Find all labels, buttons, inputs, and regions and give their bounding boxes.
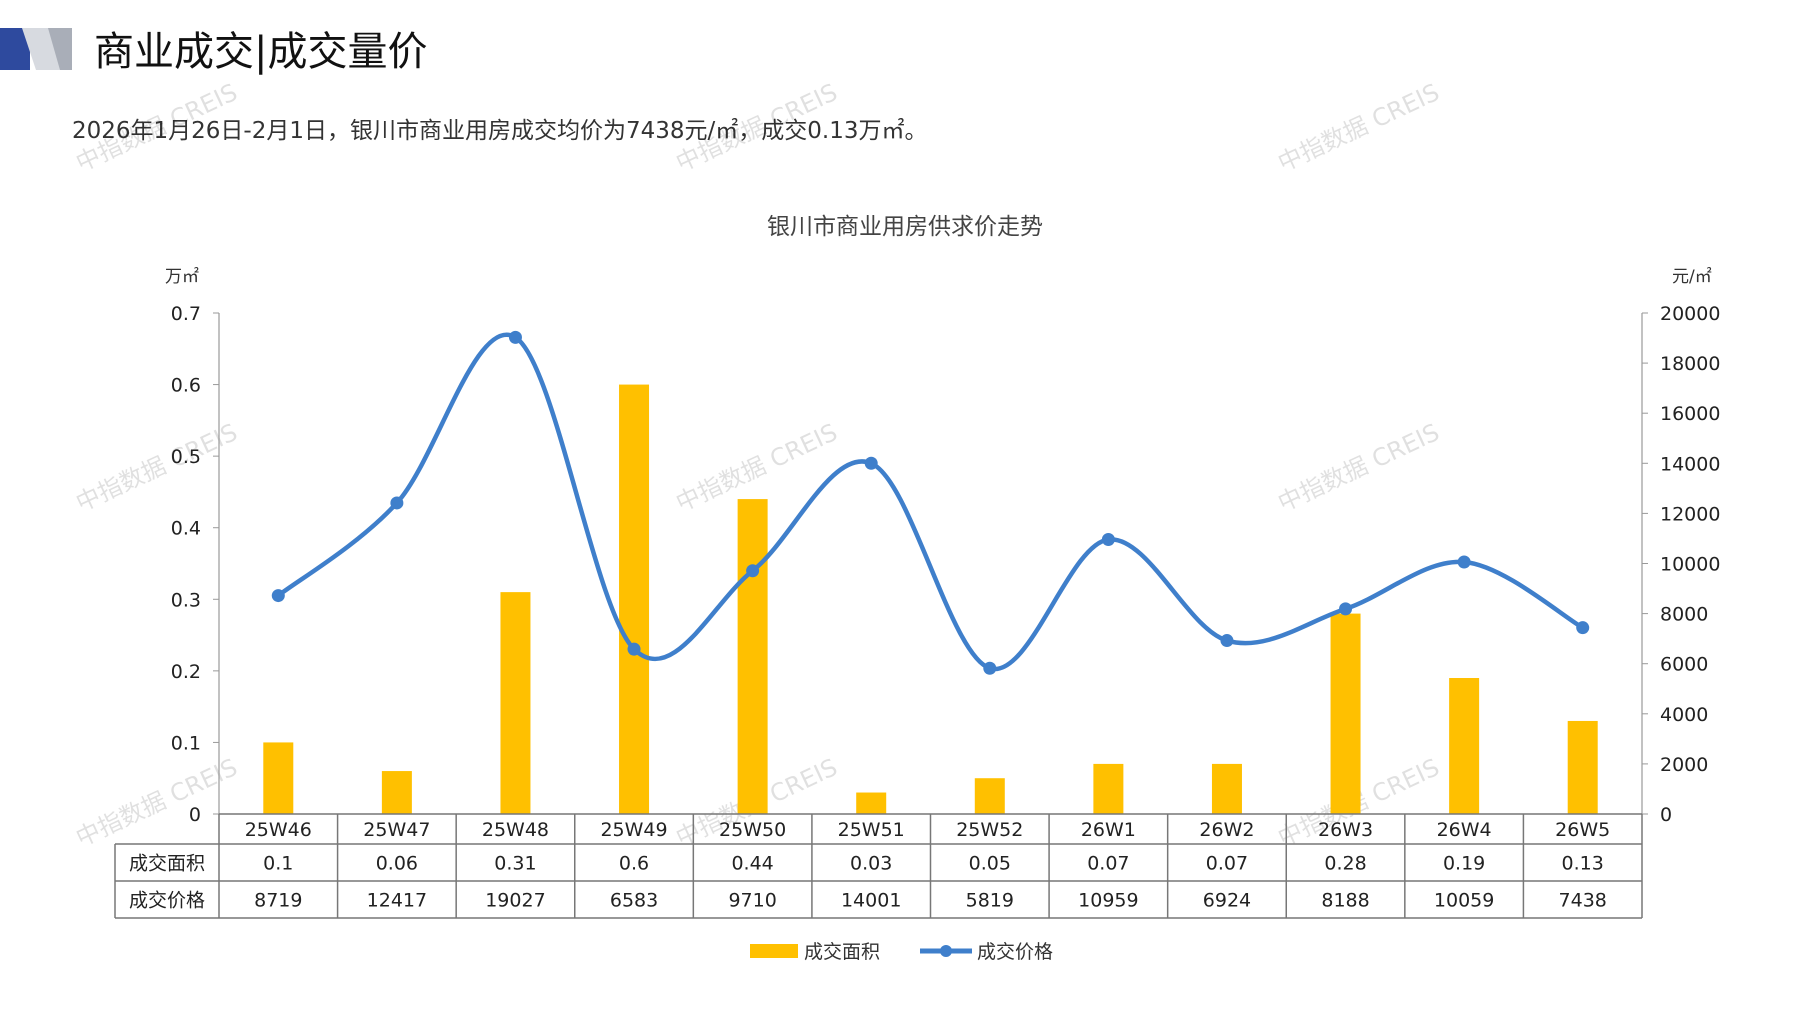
watermark-text: 中指数据 CREIS	[1274, 418, 1444, 517]
table-cell: 12417	[367, 890, 427, 912]
table-cell: 8188	[1321, 890, 1369, 912]
table-row-header: 成交面积	[129, 853, 205, 875]
category-label: 26W5	[1555, 819, 1610, 841]
right-tick-label: 0	[1660, 804, 1672, 826]
category-label: 26W3	[1318, 819, 1373, 841]
bar-25W47	[381, 771, 412, 814]
legend-line-marker	[940, 945, 952, 957]
watermark-text: 中指数据 CREIS	[72, 418, 242, 517]
table-cell: 0.07	[1206, 853, 1248, 875]
legend-bar-swatch	[750, 944, 798, 958]
category-label: 26W2	[1199, 819, 1254, 841]
category-label: 25W52	[956, 819, 1023, 841]
table-cell: 0.28	[1324, 853, 1366, 875]
table-cell: 10059	[1434, 890, 1494, 912]
price-point-25W52	[983, 661, 997, 675]
category-label: 25W46	[245, 819, 312, 841]
table-cell: 6583	[610, 890, 658, 912]
bar-25W46	[263, 742, 294, 814]
table-cell: 0.31	[494, 853, 536, 875]
table-row-header: 成交价格	[129, 890, 205, 912]
table-cell: 0.07	[1087, 853, 1129, 875]
left-tick-label: 0.3	[171, 589, 201, 611]
price-point-25W51	[864, 456, 878, 470]
left-axis-unit: 万㎡	[165, 267, 199, 287]
left-tick-label: 0	[189, 804, 201, 826]
category-label: 26W1	[1081, 819, 1136, 841]
right-tick-label: 4000	[1660, 704, 1708, 726]
table-cell: 0.03	[850, 853, 892, 875]
table-cell: 14001	[841, 890, 901, 912]
bar-25W51	[856, 792, 887, 814]
table-cell: 0.19	[1443, 853, 1485, 875]
left-tick-label: 0.7	[171, 303, 201, 325]
table-cell: 19027	[485, 890, 545, 912]
table-cell: 8719	[254, 890, 302, 912]
bar-26W1	[1093, 763, 1124, 814]
bar-26W4	[1449, 678, 1480, 814]
bar-25W50	[737, 499, 768, 814]
bar-26W5	[1567, 720, 1598, 814]
table-cell: 0.06	[376, 853, 418, 875]
bar-26W2	[1211, 763, 1242, 814]
price-point-25W47	[390, 496, 404, 510]
price-line	[276, 332, 1584, 672]
right-tick-label: 6000	[1660, 654, 1708, 676]
price-point-25W46	[271, 589, 285, 603]
left-tick-label: 0.4	[171, 518, 201, 540]
table-cell: 0.13	[1562, 853, 1604, 875]
right-tick-label: 10000	[1660, 554, 1720, 576]
left-tick-label: 0.2	[171, 661, 201, 683]
table-cell: 10959	[1078, 890, 1138, 912]
category-label: 25W48	[482, 819, 549, 841]
price-point-26W3	[1339, 602, 1353, 616]
legend: 成交面积 成交价格	[750, 941, 1053, 963]
price-point-25W49	[627, 642, 641, 656]
table-cell: 9710	[728, 890, 776, 912]
header-logo	[0, 28, 72, 70]
right-tick-label: 16000	[1660, 403, 1720, 425]
price-point-25W50	[746, 564, 760, 578]
table-cell: 5819	[966, 890, 1014, 912]
bar-25W48	[500, 592, 531, 814]
summary-text: 2026年1月26日-2月1日，银川市商业用房成交均价为7438元/㎡，成交0.…	[72, 118, 928, 144]
bar-25W52	[974, 778, 1005, 814]
right-tick-label: 20000	[1660, 303, 1720, 325]
bar-26W3	[1330, 613, 1361, 814]
table-cell: 0.44	[731, 853, 773, 875]
right-tick-label: 14000	[1660, 453, 1720, 475]
table-cell: 0.1	[263, 853, 293, 875]
price-point-25W48	[508, 330, 522, 344]
table-cell: 7438	[1559, 890, 1607, 912]
left-tick-label: 0.5	[171, 446, 201, 468]
bar-25W49	[619, 384, 650, 814]
table-cell: 0.6	[619, 853, 649, 875]
right-axis-unit: 元/㎡	[1672, 267, 1712, 287]
table-cell: 6924	[1203, 890, 1251, 912]
right-tick-label: 12000	[1660, 503, 1720, 525]
category-label: 25W49	[600, 819, 667, 841]
price-point-26W2	[1220, 634, 1234, 648]
category-label: 25W50	[719, 819, 786, 841]
chart-title: 银川市商业用房供求价走势	[767, 214, 1043, 240]
watermark-text: 中指数据 CREIS	[1274, 78, 1444, 177]
watermark-text: 中指数据 CREIS	[72, 753, 242, 852]
legend-line-label: 成交价格	[977, 941, 1053, 963]
left-tick-label: 0.1	[171, 732, 201, 754]
price-point-26W4	[1457, 555, 1471, 569]
table-cell: 0.05	[969, 853, 1011, 875]
left-tick-label: 0.6	[171, 375, 201, 397]
price-point-26W5	[1576, 621, 1590, 635]
category-label: 25W51	[838, 819, 905, 841]
page-title: 商业成交|成交量价	[94, 29, 427, 75]
category-label: 26W4	[1437, 819, 1492, 841]
right-tick-label: 18000	[1660, 353, 1720, 375]
price-point-26W1	[1101, 532, 1115, 546]
legend-bar-label: 成交面积	[804, 941, 880, 963]
category-label: 25W47	[363, 819, 430, 841]
right-tick-label: 8000	[1660, 604, 1708, 626]
right-tick-label: 2000	[1660, 754, 1708, 776]
